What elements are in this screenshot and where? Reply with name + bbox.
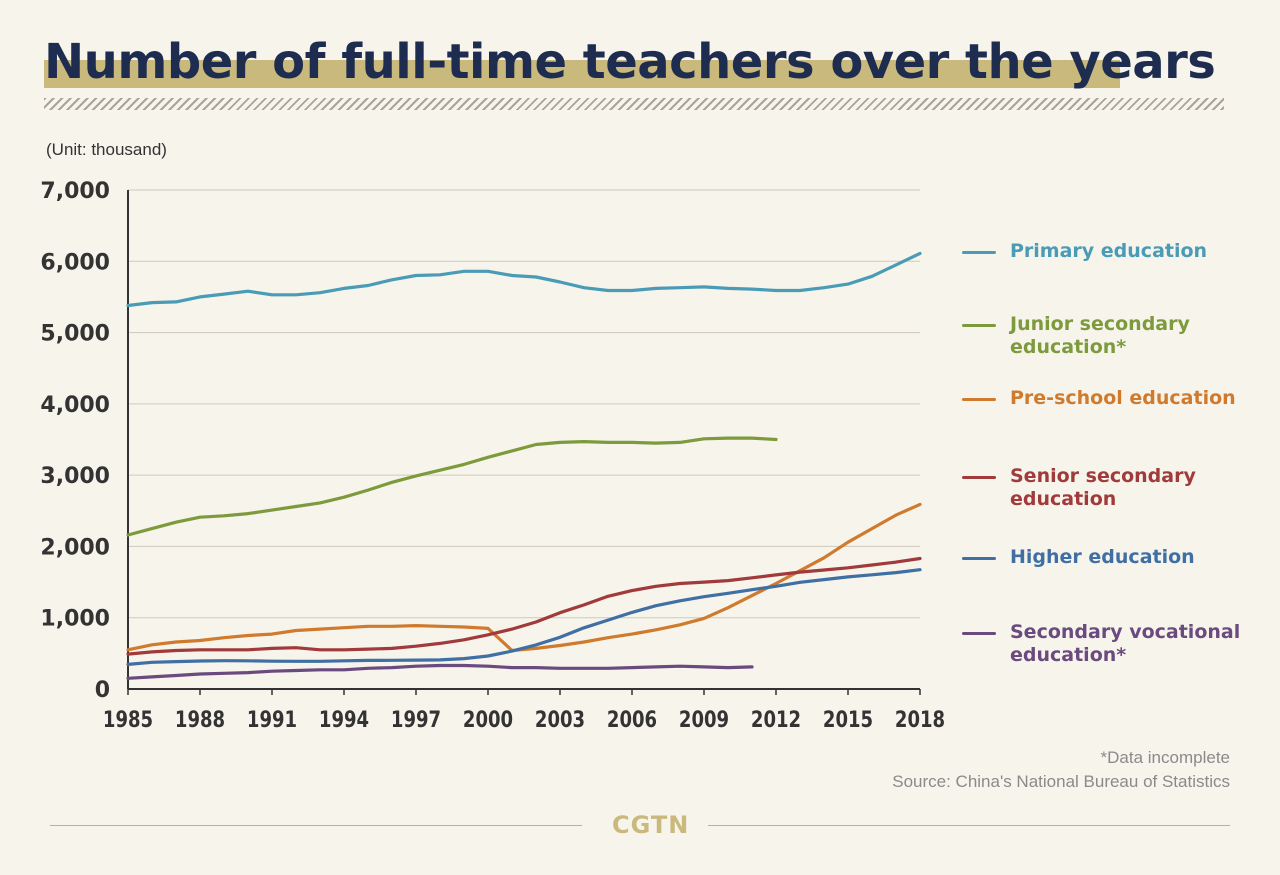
y-tick-label: 4,000: [40, 393, 110, 418]
y-tick-label: 0: [95, 678, 110, 703]
unit-label: (Unit: thousand): [46, 140, 167, 159]
x-tick-label: 1988: [175, 706, 225, 732]
gridlines: [128, 189, 920, 619]
y-tick-label: 2,000: [40, 535, 110, 560]
y-tick-label: 1,000: [40, 607, 110, 632]
x-tick-label: 2009: [679, 706, 729, 732]
legend-swatch: [962, 557, 996, 560]
x-tick-label: 2015: [823, 706, 873, 732]
y-tick-label: 6,000: [40, 250, 110, 275]
x-tick-label: 2006: [607, 706, 657, 732]
footer-divider-right: [708, 825, 1230, 826]
legend-label: Pre-school education: [1010, 387, 1236, 409]
legend-item: Pre-school education: [962, 387, 1245, 410]
x-tick-label: 2000: [463, 706, 513, 732]
x-tick-label: 1985: [103, 706, 153, 732]
legend-label: Higher education: [1010, 546, 1195, 568]
footer-divider-left: [50, 825, 582, 826]
x-tick-label: 2018: [895, 706, 945, 732]
legend-swatch: [962, 324, 996, 327]
title-block: Number of full-time teachers over the ye…: [44, 32, 1216, 92]
legend-item: Secondary vocational education*: [962, 621, 1245, 667]
x-tick-labels: 1985 1988 1991 1994 1997 2000 2003 2006 2009 2012…: [103, 706, 945, 732]
legend-item: Junior secondary education*: [962, 313, 1245, 359]
series-line: [126, 502, 922, 653]
x-tick-label: 2003: [535, 706, 585, 732]
legend-swatch: [962, 476, 996, 479]
series-lines: [126, 251, 922, 680]
title-highlight-band: [44, 60, 1120, 88]
source-note: Source: China's National Bureau of Stati…: [892, 772, 1230, 791]
axes: [127, 190, 921, 695]
legend-swatch: [962, 251, 996, 254]
legend-label: Secondary vocational education*: [1010, 621, 1241, 666]
y-tick-label: 3,000: [40, 464, 110, 489]
y-tick-labels: 0 1,000 2,000 3,000 4,000 5,000 6,000 7,000: [40, 179, 110, 703]
legend-item: Primary education: [962, 240, 1245, 263]
legend-item: Higher education: [962, 546, 1245, 569]
incomplete-note: *Data incomplete: [1100, 748, 1230, 767]
y-tick-label: 5,000: [40, 322, 110, 347]
legend-label: Primary education: [1010, 240, 1208, 262]
series-line: [126, 251, 922, 308]
y-tick-label: 7,000: [40, 179, 110, 204]
x-tick-label: 1991: [247, 706, 297, 732]
series-line: [126, 663, 754, 680]
series-line: [126, 568, 922, 667]
series-line: [126, 436, 778, 537]
chart-title: Number of full-time teachers over the ye…: [44, 34, 1216, 90]
x-tick-label: 1994: [319, 706, 369, 732]
brand-logo: CGTN: [612, 811, 690, 839]
x-tick-label: 1997: [391, 706, 441, 732]
x-tick-label: 2012: [751, 706, 801, 732]
hatched-divider: [44, 98, 1224, 110]
series-line: [126, 556, 922, 656]
legend-label: Junior secondary education*: [1010, 313, 1190, 358]
legend-swatch: [962, 632, 996, 635]
legend-swatch: [962, 398, 996, 401]
legend-item: Senior secondary education: [962, 465, 1245, 511]
legend-label: Senior secondary education: [1010, 465, 1196, 510]
